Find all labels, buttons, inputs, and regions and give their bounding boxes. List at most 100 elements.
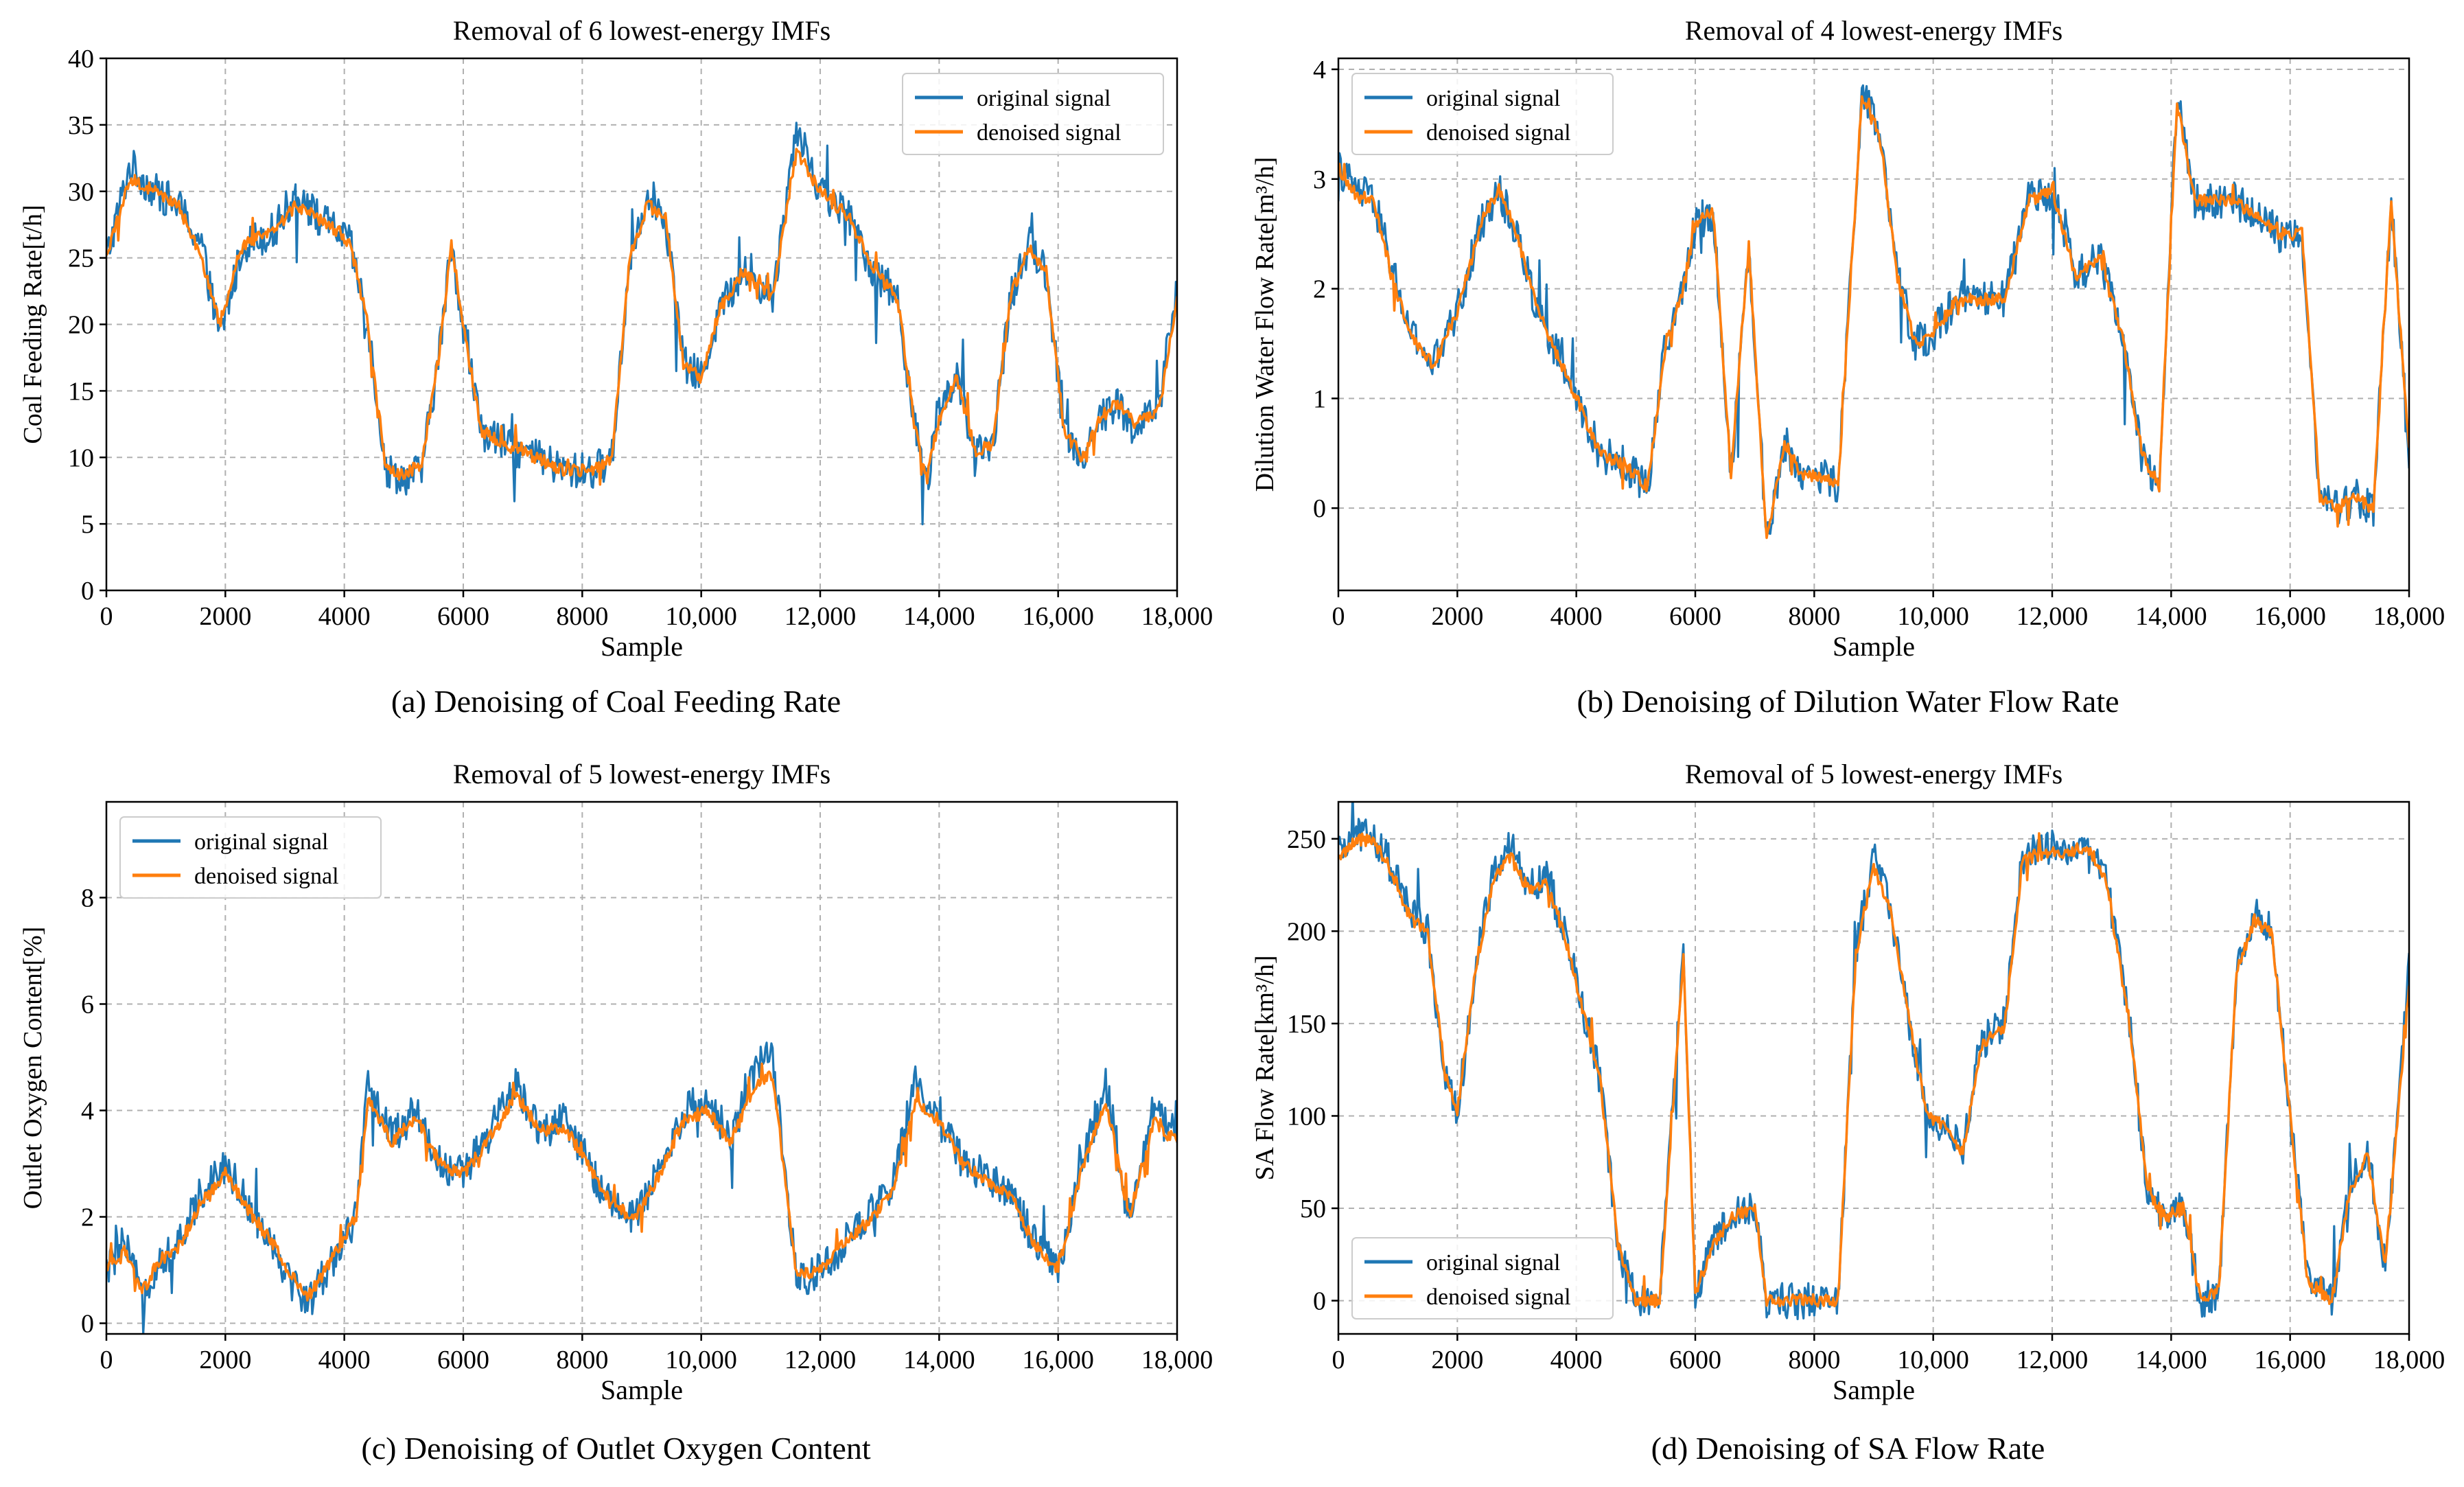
legend-label: denoised signal <box>1426 120 1571 146</box>
series-group <box>1338 802 2409 1321</box>
series-line-denoised <box>1338 95 2409 540</box>
chart-dilution-water-flow-rate: Removal of 4 lowest-energy IMFs 0 2000 4000… <box>1251 15 2445 662</box>
series-line-denoised <box>106 148 1177 486</box>
x-tick-label: 14,000 <box>903 602 975 631</box>
x-axis-label: Sample <box>1833 1374 1915 1405</box>
x-axis-label: Sample <box>601 1374 683 1405</box>
legend: original signal denoised signal <box>1351 73 1614 155</box>
axes-frame <box>105 800 1178 1335</box>
panel-c: Removal of 5 lowest-energy IMFs 0 2000 4000… <box>0 744 1232 1487</box>
y-tick-label: 10 <box>68 443 94 472</box>
y-tick-label: 1 <box>1313 384 1326 413</box>
chart-title: Removal of 5 lowest-energy IMFs <box>1685 759 2062 789</box>
x-tick-label: 8000 <box>1788 1346 1840 1374</box>
y-tick-label: 15 <box>68 377 94 406</box>
x-tick-label: 6000 <box>1669 602 1721 631</box>
y-tick-label: 8 <box>81 884 94 913</box>
legend-label: original signal <box>1426 86 1560 111</box>
legend-label: original signal <box>1426 1250 1560 1276</box>
x-tick-label: 12,000 <box>784 602 857 631</box>
x-tick-label: 18,000 <box>1141 1346 1213 1374</box>
y-axis-label: Dilution Water Flow Rate[m³/h] <box>1251 157 1279 492</box>
y-axis-label: SA Flow Rate[km³/h] <box>1251 955 1279 1180</box>
caption: (a) Denoising of Coal Feeding Rate <box>391 684 841 719</box>
y-tick-label: 4 <box>81 1097 94 1126</box>
x-tick-label: 6000 <box>437 1346 489 1374</box>
x-tick-label: 18,000 <box>2373 1346 2445 1374</box>
x-axis-label: Sample <box>601 631 683 662</box>
y-tick-label: 0 <box>81 1310 94 1339</box>
y-tick-label: 0 <box>1313 494 1326 523</box>
legend-label: denoised signal <box>1426 1284 1571 1310</box>
legend-label: original signal <box>977 86 1111 111</box>
y-axis-label: Outlet Oxygen Content[%] <box>19 927 47 1210</box>
x-tick-label: 18,000 <box>2373 602 2445 631</box>
legend-box <box>1351 1237 1614 1319</box>
chart-title: Removal of 5 lowest-energy IMFs <box>453 759 830 789</box>
chart-title: Removal of 4 lowest-energy IMFs <box>1685 15 2062 46</box>
y-tick-label: 150 <box>1287 1010 1326 1039</box>
legend: original signal denoised signal <box>119 816 382 899</box>
y-tick-label: 6 <box>81 991 94 1019</box>
legend-box <box>119 816 382 899</box>
y-tick-label: 5 <box>81 510 94 539</box>
x-tick-label: 16,000 <box>1022 1346 1094 1374</box>
x-tick-label: 0 <box>100 1346 113 1374</box>
x-tick-label: 14,000 <box>2135 1346 2207 1374</box>
x-tick-label: 18,000 <box>1141 602 1213 631</box>
y-tick-label: 2 <box>1313 275 1326 304</box>
series-line-original <box>106 122 1177 526</box>
caption: (c) Denoising of Outlet Oxygen Content <box>361 1431 871 1466</box>
x-tick-label: 2000 <box>199 1346 251 1374</box>
x-tick-label: 2000 <box>199 602 251 631</box>
x-tick-label: 10,000 <box>1897 1346 1969 1374</box>
y-tick-label: 40 <box>68 45 94 73</box>
x-tick-label: 2000 <box>1431 1346 1483 1374</box>
legend-label: denoised signal <box>194 864 339 889</box>
legend-box <box>902 73 1164 155</box>
x-tick-label: 6000 <box>1669 1346 1721 1374</box>
legend-label: original signal <box>194 829 328 855</box>
series-line-denoised <box>1338 832 2409 1309</box>
series-group <box>1338 84 2409 542</box>
x-tick-label: 16,000 <box>1022 602 1094 631</box>
ticks: 0 2000 4000 6000 8000 10,000 12,000 14,000 16,00… <box>1287 825 2445 1374</box>
y-tick-label: 200 <box>1287 917 1326 946</box>
y-tick-label: 4 <box>1313 56 1326 84</box>
y-tick-label: 0 <box>1313 1287 1326 1316</box>
panel-a: Removal of 6 lowest-energy IMFs 0 2000 4000… <box>0 0 1232 744</box>
x-tick-label: 16,000 <box>2254 1346 2326 1374</box>
chart-title: Removal of 6 lowest-energy IMFs <box>453 15 830 46</box>
series-line-denoised <box>106 1062 1177 1302</box>
y-axis-label: Coal Feeding Rate[t/h] <box>19 205 47 443</box>
y-tick-label: 3 <box>1313 165 1326 194</box>
x-tick-label: 14,000 <box>903 1346 975 1374</box>
y-tick-label: 30 <box>68 178 94 207</box>
x-tick-label: 16,000 <box>2254 602 2326 631</box>
x-tick-label: 4000 <box>1550 602 1603 631</box>
panel-d: Removal of 5 lowest-energy IMFs 0 2000 4000… <box>1232 744 2464 1487</box>
x-tick-label: 8000 <box>556 602 608 631</box>
x-tick-label: 0 <box>1332 1346 1345 1374</box>
x-tick-label: 14,000 <box>2135 602 2207 631</box>
y-tick-label: 250 <box>1287 825 1326 854</box>
x-tick-label: 12,000 <box>2016 602 2089 631</box>
x-tick-label: 0 <box>1332 602 1345 631</box>
legend: original signal denoised signal <box>902 73 1164 155</box>
x-tick-label: 2000 <box>1431 602 1483 631</box>
caption: (b) Denoising of Dilution Water Flow Rat… <box>1577 684 2119 719</box>
series-group <box>106 122 1177 526</box>
series-line-original <box>106 1041 1177 1334</box>
x-tick-label: 0 <box>100 602 113 631</box>
series-line-original <box>1338 84 2409 535</box>
x-tick-label: 6000 <box>437 602 489 631</box>
x-tick-label: 4000 <box>318 1346 371 1374</box>
y-tick-label: 0 <box>81 577 94 606</box>
x-tick-label: 8000 <box>556 1346 608 1374</box>
x-tick-label: 12,000 <box>784 1346 857 1374</box>
caption: (d) Denoising of SA Flow Rate <box>1651 1431 2045 1466</box>
y-tick-label: 35 <box>68 111 94 140</box>
x-tick-label: 10,000 <box>1897 602 1969 631</box>
